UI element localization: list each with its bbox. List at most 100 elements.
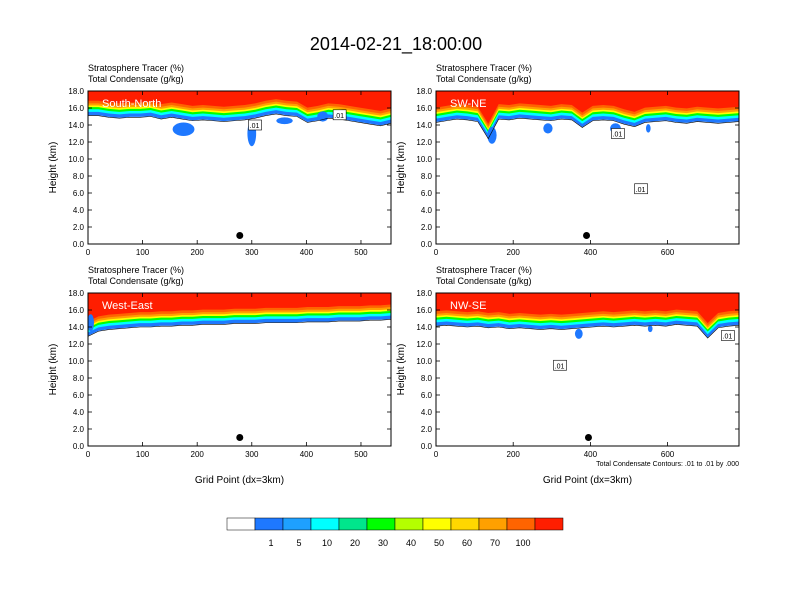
contour-label: .01 [613,132,623,139]
x-tick-label: 0 [86,248,91,257]
plot-frame [87,292,392,447]
x-axis-label: Grid Point (dx=3km) [543,475,632,486]
tracer-blob-2 [276,117,293,125]
contour-label: .01 [334,113,344,120]
location-marker [236,232,244,239]
tracer-band-6 [436,91,739,124]
field-label-condensate: Total Condensate (g/kg) [88,276,184,286]
y-tick-label: 10.0 [416,155,432,164]
colorbar-label: 70 [490,538,500,548]
colorbar-label: 10 [322,538,332,548]
field-label-tracer: Stratosphere Tracer (%) [88,63,184,73]
panel-nw-se: .01 .01 NW-SE 0.0 2.0 4.0 6.0 8.0 10.0 12.0 14.0 16… [396,265,740,486]
panels: .01 .01 South-North 0.0 2.0 4.0 6.0 8.0 10.0 12.0… [48,63,740,486]
x-tick-label: 300 [245,450,259,459]
y-tick-label: 4.0 [73,206,85,215]
y-tick-label: 12.0 [416,138,432,147]
y-tick-label: 10.0 [68,155,84,164]
contour-label-box [332,109,347,121]
panel-label: West-East [102,300,153,312]
y-axis-label: Height (km) [48,344,59,396]
y-tick-label: 16.0 [416,306,432,315]
tracer-blob-0 [574,328,583,339]
y-tick-label: 2.0 [421,223,433,232]
y-tick-label: 8.0 [421,172,433,181]
contour-label-box [553,359,567,371]
y-tick-label: 8.0 [73,172,85,181]
y-tick-label: 14.0 [68,323,84,332]
tracer-blob-0 [172,122,195,137]
contour-label: .01 [250,123,260,130]
panel-label: NW-SE [450,300,486,312]
tracer-blob-3 [317,111,329,122]
contour-label: .01 [723,334,733,341]
y-tick-label: 18.0 [416,87,432,96]
colorbar-label: 60 [462,538,472,548]
y-tick-label: 18.0 [416,289,432,298]
y-tick-label: 10.0 [416,357,432,366]
colorbar-label: 20 [350,538,360,548]
plot-area: .01 .01 [88,91,391,244]
tracer-blob-0 [487,126,497,144]
y-axis-label: Height (km) [48,142,59,194]
field-label-condensate: Total Condensate (g/kg) [436,276,532,286]
x-tick-label: 100 [136,248,150,257]
panel-sw-ne: .01 .01 SW-NE 0.0 2.0 4.0 6.0 8.0 10.0 12.0 14.0 16… [396,63,740,257]
field-label-tracer: Stratosphere Tracer (%) [88,265,184,275]
y-tick-label: 0.0 [421,442,433,451]
panel-west-east: West-East 0.0 2.0 4.0 6.0 8.0 10.0 12.0 14.0 16.0… [48,265,392,486]
colorbar-swatch [478,517,508,531]
colorbar-swatch [282,517,312,531]
colorbar: 1 5 10 20 30 40 50 60 70 100 [226,517,564,548]
colorbar-swatch [450,517,480,531]
colorbar-swatch [422,517,452,531]
x-tick-label: 400 [300,450,314,459]
colorbar-label: 100 [515,538,530,548]
contour-label: .01 [636,187,646,194]
y-tick-label: 12.0 [68,340,84,349]
y-tick-label: 10.0 [68,357,84,366]
field-label-tracer: Stratosphere Tracer (%) [436,265,532,275]
contour-label-box [611,128,625,139]
plot-area [88,293,391,446]
colorbar-swatch [394,517,424,531]
x-tick-label: 200 [191,248,205,257]
colorbar-swatch [226,517,256,531]
y-tick-label: 6.0 [421,391,433,400]
y-tick-label: 18.0 [68,87,84,96]
y-tick-label: 18.0 [68,289,84,298]
colorbar-swatch [310,517,340,531]
y-axis-label: Height (km) [396,344,407,396]
y-tick-label: 4.0 [421,408,433,417]
plot-area: .01 .01 [436,91,739,244]
x-tick-label: 500 [354,248,368,257]
x-tick-label: 0 [86,450,91,459]
y-tick-label: 6.0 [73,189,85,198]
y-tick-label: 12.0 [416,340,432,349]
location-marker [236,434,244,441]
y-tick-label: 0.0 [421,240,433,249]
field-label-condensate: Total Condensate (g/kg) [436,74,532,84]
figure-title: 2014-02-21_18:00:00 [310,34,482,55]
tracer-band-6 [436,293,739,324]
y-tick-label: 6.0 [73,391,85,400]
tracer-band-6 [88,91,391,111]
colorbar-label: 5 [296,538,301,548]
x-tick-label: 0 [434,450,439,459]
plot-frame [87,90,392,245]
x-tick-label: 300 [245,248,259,257]
y-tick-label: 16.0 [416,104,432,113]
y-tick-label: 6.0 [421,189,433,198]
y-tick-label: 8.0 [421,374,433,383]
colorbar-swatch [534,517,564,531]
contour-note: Total Condensate Contours: .01 to .01 by… [596,461,739,468]
tracer-band-6 [88,293,391,322]
contour-label-box [634,183,648,195]
x-tick-label: 200 [507,248,521,257]
x-tick-label: 600 [661,248,675,257]
condensate-contour [88,319,391,337]
panel-south-north: .01 .01 South-North 0.0 2.0 4.0 6.0 8.0 10.0 12.0… [48,63,392,257]
plot-frame [435,292,740,447]
y-tick-label: 12.0 [68,138,84,147]
y-tick-label: 14.0 [416,323,432,332]
